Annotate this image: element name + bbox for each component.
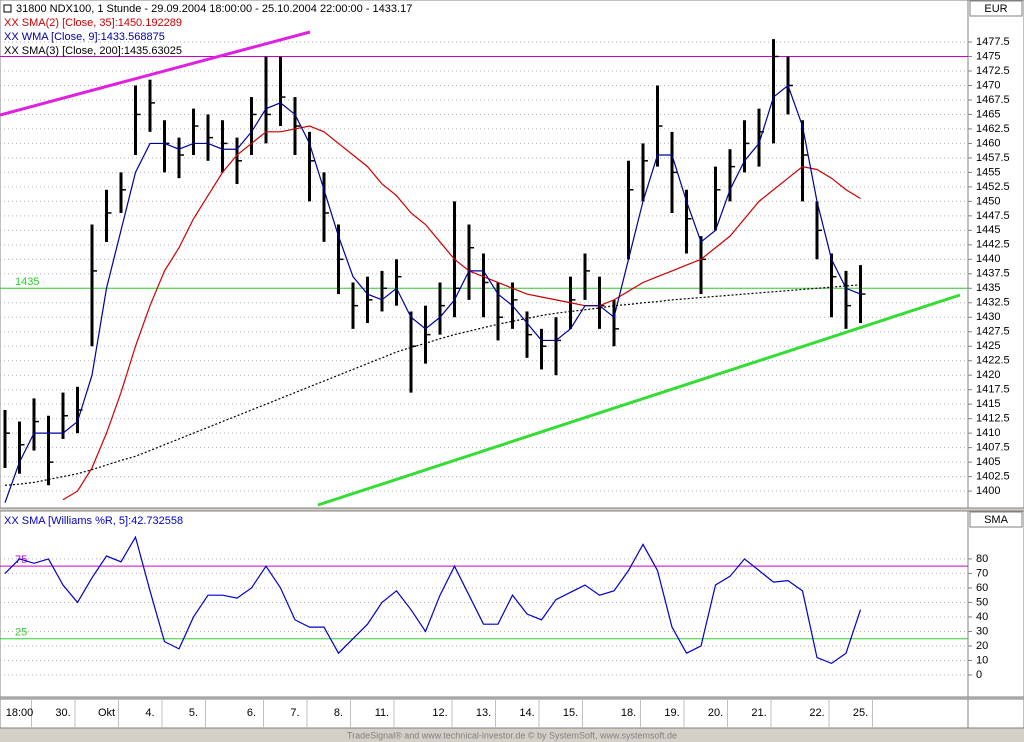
- y-tick-label: 1467.5: [976, 94, 1010, 106]
- footer: TradeSignal® and www.technical-investor.…: [347, 730, 677, 740]
- x-tick-label: 6.: [247, 707, 256, 719]
- reference-label: 1435: [15, 276, 39, 288]
- indicator-axis-panel: [967, 510, 1024, 698]
- y-tick-label: 1410: [976, 427, 1000, 439]
- y-tick-label: 1470: [976, 79, 1000, 91]
- y-tick-label: 1425: [976, 340, 1000, 352]
- x-tick-label: 30.: [55, 707, 70, 719]
- unit-box: [969, 511, 1023, 528]
- x-tick-label: 14.: [519, 707, 534, 719]
- y-tick-label: 1422.5: [976, 355, 1010, 367]
- y-tick-label: 30: [976, 625, 988, 637]
- y-tick-label: 1450: [976, 195, 1000, 207]
- x-axis-panel: [0, 698, 969, 729]
- y-tick-label: 1477.5: [976, 36, 1010, 48]
- y-tick-label: 1430: [976, 311, 1000, 323]
- x-tick-label: 8.: [334, 707, 343, 719]
- y-tick-label: 1435: [976, 282, 1000, 294]
- y-tick-label: 80: [976, 553, 988, 565]
- x-tick-label: 5.: [189, 707, 198, 719]
- unit-box: [969, 0, 1023, 17]
- x-axis-corner: [967, 698, 1024, 729]
- x-tick-label: 25.: [853, 707, 868, 719]
- y-tick-label: 1442.5: [976, 239, 1010, 251]
- x-tick-label: 13.: [476, 707, 491, 719]
- unit-label: EUR: [984, 3, 1007, 15]
- unit-label: SMA: [984, 514, 1009, 526]
- legend-entry: XX SMA(3) [Close, 200]:1435.63025: [4, 45, 182, 57]
- y-tick-label: 1420: [976, 369, 1000, 381]
- x-tick-label: 11.: [375, 707, 389, 719]
- y-tick-label: 1445: [976, 224, 1000, 236]
- y-tick-label: 20: [976, 640, 988, 652]
- indicator-panel: [0, 510, 969, 698]
- x-tick-label: 18:00: [6, 707, 34, 719]
- y-tick-label: 60: [976, 582, 988, 594]
- reference-label: 25: [15, 627, 27, 639]
- y-tick-label: 1457.5: [976, 152, 1010, 164]
- x-tick-label: 19.: [664, 707, 679, 719]
- trendline: [0, 30, 311, 117]
- y-tick-label: 1460: [976, 137, 1000, 149]
- x-tick-label: 18.: [621, 707, 636, 719]
- x-tick-label: 7.: [290, 707, 299, 719]
- x-tick-label: Okt: [98, 707, 115, 719]
- y-tick-label: 1440: [976, 253, 1000, 265]
- x-tick-label: 4.: [145, 707, 154, 719]
- x-tick-label: 21.: [751, 707, 766, 719]
- series-line: [4, 535, 862, 665]
- y-tick-label: 1412.5: [976, 413, 1010, 425]
- y-tick-label: 1465: [976, 108, 1000, 120]
- y-tick-label: 70: [976, 567, 988, 579]
- y-tick-label: 1402.5: [976, 471, 1010, 483]
- y-tick-label: 50: [976, 596, 988, 608]
- legend-entry: XX SMA [Williams %R, 5]:42.732558: [4, 515, 183, 527]
- price-axis-panel: [967, 0, 1024, 509]
- legend-entry: XX SMA(2) [Close, 35]:1450.192289: [4, 17, 182, 29]
- y-tick-label: 10: [976, 654, 988, 666]
- y-tick-label: 1475: [976, 50, 1000, 62]
- y-tick-label: 1437.5: [976, 268, 1010, 280]
- series-line: [4, 84, 861, 503]
- y-tick-label: 1472.5: [976, 65, 1010, 77]
- y-tick-label: 1405: [976, 456, 1000, 468]
- legend-entry: XX WMA [Close, 9]:1433.568875: [4, 31, 165, 43]
- series-line: [4, 284, 861, 486]
- chart-title: 31800 NDX100, 1 Stunde - 29.09.2004 18:0…: [16, 3, 412, 15]
- series-line: [62, 125, 861, 501]
- y-tick-label: 1452.5: [976, 181, 1010, 193]
- y-tick-label: 1455: [976, 166, 1000, 178]
- y-tick-label: 1432.5: [976, 297, 1010, 309]
- reference-label: 75: [15, 554, 27, 566]
- y-tick-label: 0: [976, 669, 982, 681]
- y-tick-label: 1417.5: [976, 384, 1010, 396]
- x-tick-label: 20.: [708, 707, 723, 719]
- y-tick-label: 1447.5: [976, 210, 1010, 222]
- y-tick-label: 40: [976, 611, 988, 623]
- y-tick-label: 1427.5: [976, 326, 1010, 338]
- symbol-icon: [3, 4, 12, 13]
- x-tick-label: 22.: [809, 707, 824, 719]
- y-tick-label: 1415: [976, 398, 1000, 410]
- x-tick-label: 12.: [432, 707, 447, 719]
- y-tick-label: 1462.5: [976, 123, 1010, 135]
- y-tick-label: 1407.5: [976, 442, 1010, 454]
- x-tick-label: 15.: [563, 707, 578, 719]
- y-tick-label: 1400: [976, 485, 1000, 497]
- trendline: [317, 293, 961, 507]
